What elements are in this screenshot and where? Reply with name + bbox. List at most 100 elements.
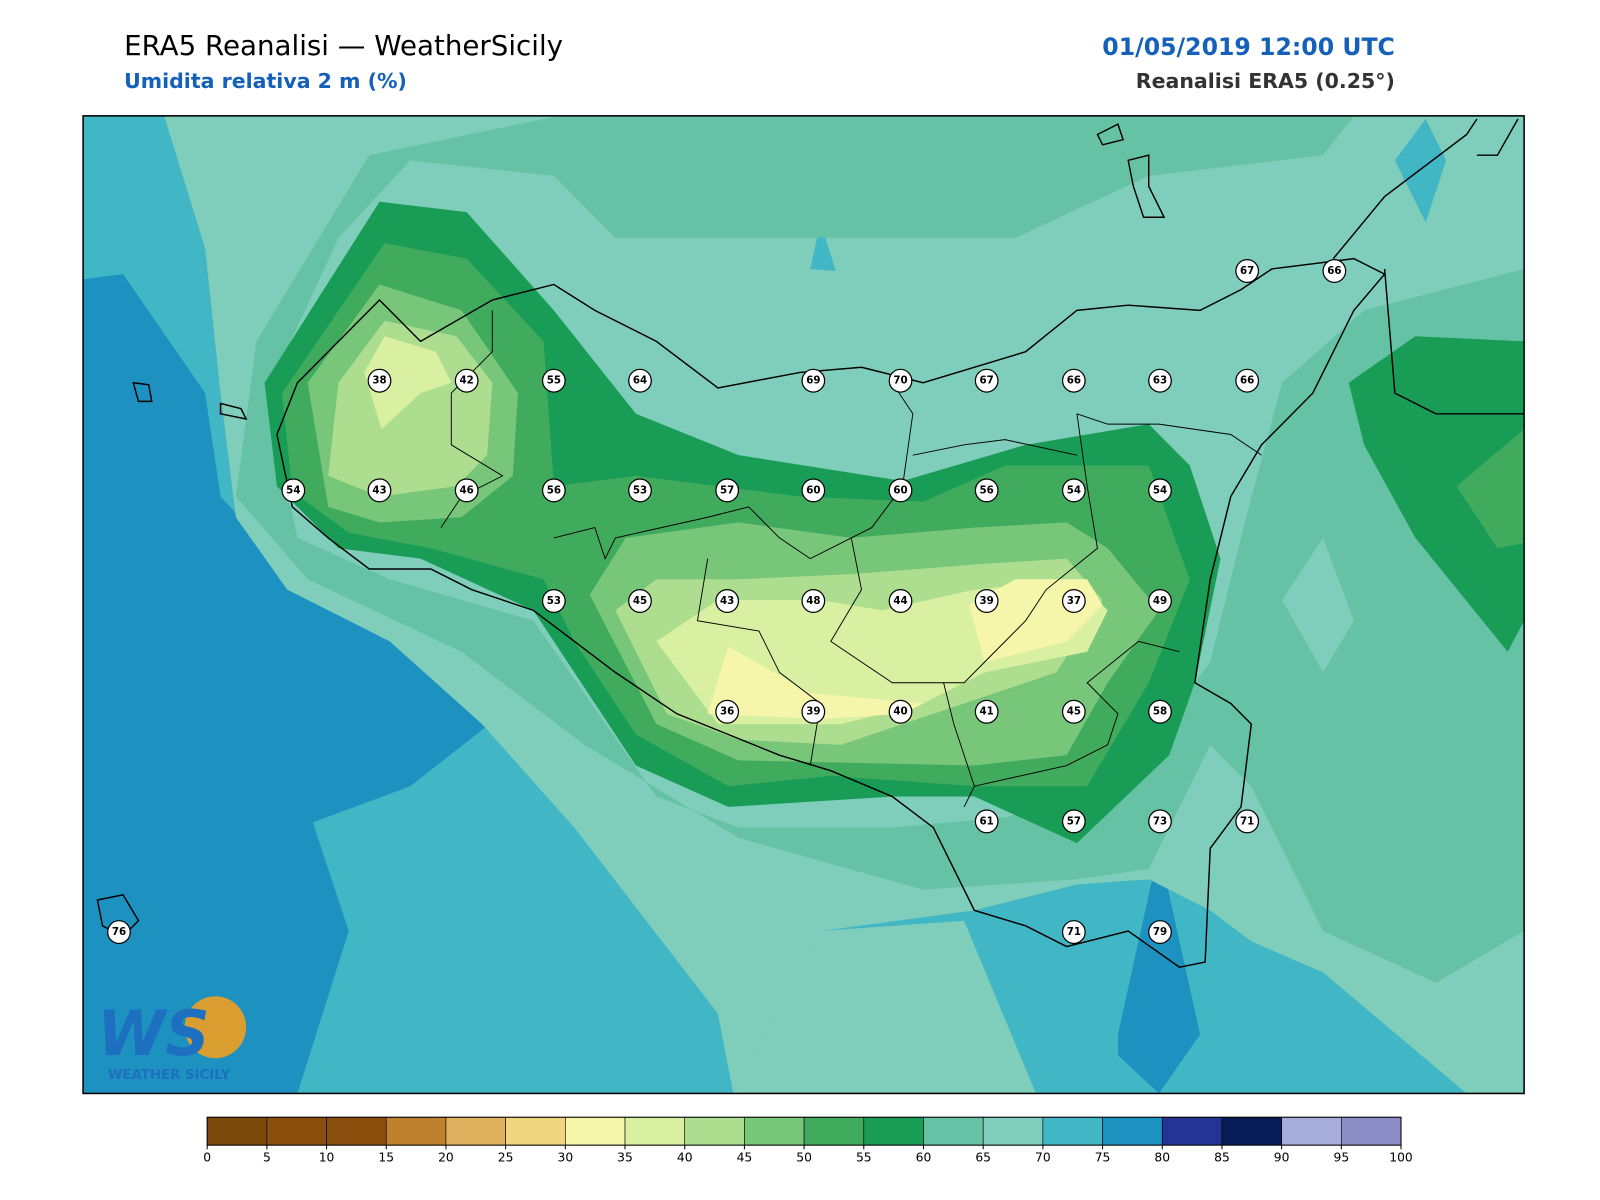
station-marker [715, 478, 740, 503]
station-value: 64 [633, 375, 647, 387]
contour-field [83, 115, 1525, 1094]
station-value: 56 [547, 484, 561, 496]
station-marker [628, 368, 652, 393]
colorbar-tick-label: 65 [975, 1151, 991, 1165]
station-value: 49 [1153, 595, 1167, 607]
colorbar-tick-label: 15 [378, 1151, 394, 1165]
station-value: 71 [1067, 926, 1081, 938]
station-marker [888, 699, 913, 724]
station-value: 44 [893, 595, 907, 607]
station-marker [1148, 920, 1172, 945]
colorbar-tick-label: 40 [677, 1151, 693, 1165]
station-marker [1235, 368, 1260, 393]
station-value: 39 [806, 706, 820, 718]
station-value: 36 [720, 706, 734, 718]
station-marker [974, 368, 999, 393]
colorbar-swatch [982, 1116, 1044, 1146]
station-marker [1061, 478, 1086, 503]
station-value: 54 [1067, 484, 1081, 496]
station-marker [888, 368, 913, 393]
station-marker [801, 368, 826, 393]
colorbar-swatch [684, 1116, 745, 1146]
station-marker [541, 368, 566, 393]
logo-name: WEATHER SICILY [108, 1068, 231, 1083]
colorbar-swatch [565, 1116, 626, 1146]
colorbar-tick-label: 85 [1214, 1151, 1230, 1165]
station-value: 61 [980, 815, 994, 827]
colorbar-tick-label: 70 [1035, 1151, 1051, 1165]
station-marker [974, 809, 999, 834]
station-value: 71 [1240, 815, 1254, 827]
station-marker [715, 589, 740, 614]
datetime: 01/05/2019 12:00 UTC [1102, 33, 1395, 61]
colorbar-swatch [385, 1116, 447, 1146]
station-value: 73 [1153, 815, 1167, 827]
station-value: 46 [460, 484, 474, 496]
colorbar: 0 5 10 15 20 25 30 35 40 45 50 55 60 65 70 75 80 85 90 95 10… [203, 1116, 1413, 1165]
station-marker [1061, 589, 1086, 614]
colorbar-tick-label: 20 [438, 1151, 454, 1165]
station-value: 66 [1240, 375, 1254, 387]
colorbar-swatch [206, 1116, 268, 1146]
colorbar-swatch [1042, 1116, 1103, 1146]
station-marker [541, 589, 566, 614]
station-value: 69 [806, 375, 820, 387]
colorbar-tick-label: 80 [1154, 1151, 1170, 1165]
station-value: 40 [893, 706, 907, 718]
colorbar-swatch [744, 1116, 805, 1146]
station-marker [1148, 809, 1172, 834]
station-value: 79 [1153, 926, 1167, 938]
station-value: 43 [372, 484, 386, 496]
colorbar-swatch [1281, 1116, 1342, 1146]
station-value: 54 [286, 484, 300, 496]
station-marker [801, 699, 826, 724]
station-marker [628, 478, 652, 503]
station-marker [628, 589, 652, 614]
station-value: 43 [720, 595, 734, 607]
colorbar-tick-label: 5 [263, 1151, 271, 1165]
colorbar-tick-label: 35 [617, 1151, 633, 1165]
station-value: 70 [893, 375, 907, 387]
station-value: 67 [1240, 265, 1254, 277]
coastlines [96, 118, 1525, 969]
station-marker [801, 478, 826, 503]
colorbar-tick-label: 0 [203, 1151, 211, 1165]
colorbar-tick-label: 75 [1095, 1151, 1111, 1165]
station-value: 53 [547, 595, 561, 607]
title: ERA5 Reanalisi — WeatherSicily [124, 29, 563, 62]
station-marker [1061, 920, 1086, 945]
map-frame [82, 115, 1525, 1095]
station-marker [1235, 259, 1260, 284]
station-marker [801, 589, 826, 614]
station-marker [715, 699, 740, 724]
colorbar-swatch [1221, 1116, 1282, 1146]
station-marker [1148, 699, 1172, 724]
station-value: 67 [980, 375, 994, 387]
colorbar-tick-label: 60 [916, 1151, 932, 1165]
station-marker [1322, 259, 1347, 284]
colorbar-swatch [326, 1116, 387, 1146]
logo-sun [184, 996, 247, 1059]
colorbar-swatch [863, 1116, 924, 1146]
station-marker [1235, 809, 1260, 834]
colorbar-swatch [923, 1116, 984, 1146]
station-value: 60 [806, 484, 820, 496]
colorbar-tick-label: 100 [1389, 1151, 1413, 1165]
station-marker [1061, 699, 1086, 724]
colorbar-tick-label: 10 [319, 1151, 335, 1165]
station-marker [107, 920, 131, 945]
colorbar-swatch [1341, 1116, 1402, 1146]
colorbar-swatch [1102, 1116, 1163, 1146]
station-marker [974, 589, 999, 614]
station-value: 38 [372, 375, 386, 387]
station-value: 45 [633, 595, 647, 607]
station-marker [367, 368, 392, 393]
station-marker [1148, 478, 1172, 503]
colorbar-tick-label: 90 [1274, 1151, 1290, 1165]
colorbar-swatch [505, 1116, 566, 1146]
station-marker [1061, 809, 1086, 834]
station-value: 53 [633, 484, 647, 496]
logo: WS WEATHER SICILY [97, 996, 247, 1083]
